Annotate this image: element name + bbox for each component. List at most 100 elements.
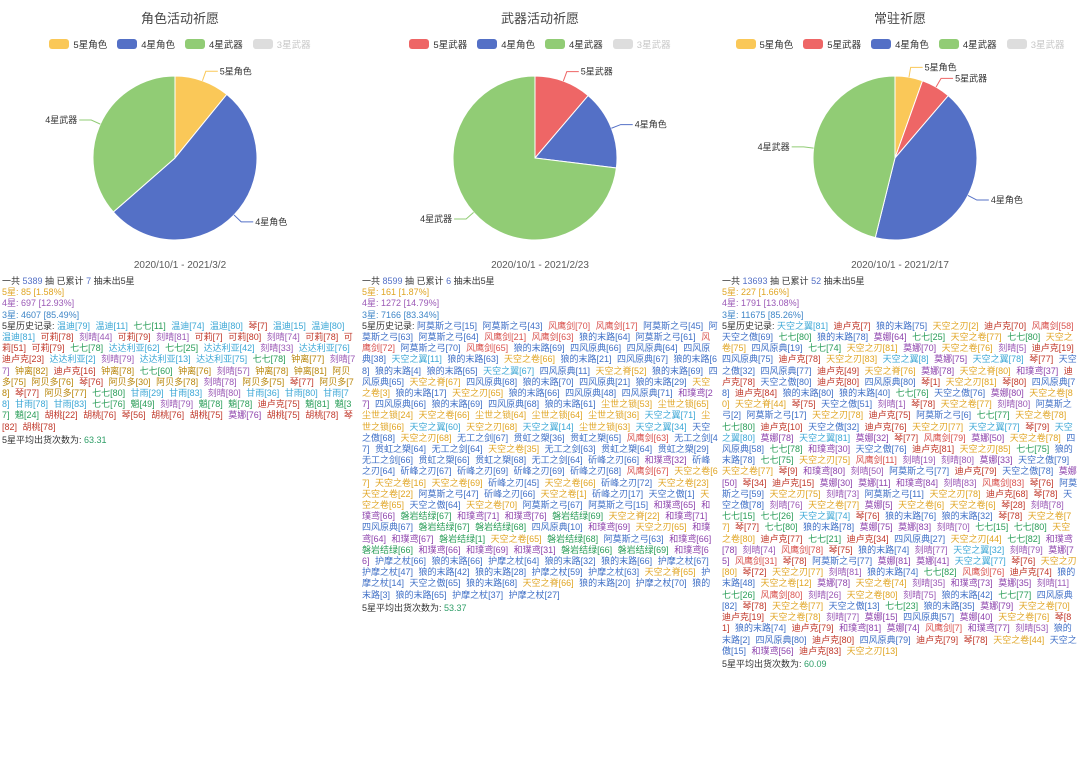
history-item: 天空之卷[70] (1018, 600, 1070, 611)
history-item: 天空之卷[77] (722, 466, 774, 477)
history-item: 四风原典[66] (375, 399, 427, 410)
history-item: 天空之卷[76] (998, 612, 1050, 623)
history-item: 迪卢克[80] (812, 634, 855, 645)
history-item: 迪卢克[10] (760, 421, 803, 432)
history-item: 迪卢克[34] (846, 533, 889, 544)
legend-item[interactable]: 3星武器 (612, 37, 671, 51)
legend-item[interactable]: 5星武器 (803, 37, 861, 51)
history-item: 刻晴[78] (203, 376, 237, 387)
history-item: 天空之刃[80] (722, 556, 1077, 578)
history-item: 七七[82] (923, 567, 957, 578)
history-item: 刻晴[79] (160, 399, 194, 410)
history-item: 和璞鸢[66] (362, 500, 711, 522)
history-item: 护摩之杖[66] (375, 556, 427, 567)
history-item: 刻晴[5] (998, 343, 1027, 354)
history-item: 琴[76] (1029, 477, 1054, 488)
stat-label: 4星: (2, 298, 22, 309)
history-item: 天空之卷[78] (1009, 432, 1061, 443)
stat-pct: [83.34%] (403, 309, 440, 320)
legend-label: 4星角色 (141, 40, 175, 51)
history-item: 磐岩结绿[67] (418, 522, 470, 533)
pie-label: 4星角色 (635, 119, 667, 130)
history-item: 莫娜[80] (990, 388, 1024, 399)
average-label: 5星平均出货次数为: (722, 658, 805, 669)
history-item: 狼的末路[75] (876, 320, 928, 331)
pie-slice[interactable] (92, 75, 176, 213)
history-item: 琴[75] (828, 544, 853, 555)
stat-label: 5星: (362, 287, 382, 298)
summary-mid: 抽 已累计 (42, 276, 87, 286)
legend-item[interactable]: 3星武器 (252, 37, 311, 51)
history-item: 尘世之锁[65] (657, 399, 709, 410)
average-value: 63.31 (84, 434, 107, 445)
history-item: 阿贝多[76] (31, 376, 74, 387)
history-item: 七七[77] (998, 589, 1032, 600)
history-item: 斫峰之刃[68] (570, 466, 622, 477)
legend-item[interactable]: 3星武器 (1006, 37, 1064, 51)
history-item: 迪卢克[75] (257, 399, 300, 410)
pie-slice[interactable] (452, 75, 617, 241)
legend-item[interactable]: 4星武器 (185, 37, 243, 51)
history-item: 迪卢克[74] (1009, 567, 1052, 578)
legend-item[interactable]: 4星武器 (545, 37, 603, 51)
legend-item[interactable]: 4星武器 (938, 37, 997, 51)
history-item: 魈[78] (228, 399, 253, 410)
stat-pct: [85.26%] (767, 309, 804, 320)
history-item: 迪卢克[78] (722, 365, 1073, 387)
pie-label-line (908, 66, 923, 78)
legend-item[interactable]: 4星角色 (871, 37, 929, 51)
history-item: 天空之刃[77] (772, 567, 824, 578)
history-item: 天空之翼[32] (953, 544, 1005, 555)
history-item: 琴[77] (15, 388, 40, 399)
average-label: 5星平均出货次数为: (362, 602, 445, 613)
history-item: 可莉[80] (228, 332, 262, 343)
history-item: 四风原典[48] (565, 388, 617, 399)
pie-label-line (967, 195, 989, 201)
history-item: 天空之卷[77] (808, 500, 860, 511)
history-item: 莫娜[74] (886, 623, 920, 634)
history-item: 琴[75] (791, 399, 816, 410)
history-item: 四风原典[67] (362, 522, 414, 533)
history-item: 狼的末路[42] (418, 567, 470, 578)
history-item: 天空之卷[76] (941, 343, 993, 354)
history-item: 狼的末路[64] (579, 332, 631, 343)
history-item: 护摩之杖[27] (508, 589, 560, 600)
five-star-history: 5星历史记录: 温迪[79] 温迪[11] 七七[11] 温迪[74] 温迪[8… (2, 321, 358, 433)
history-item: 和璞鸢[71] (457, 511, 500, 522)
history-item: 狼的末路[29] (635, 376, 687, 387)
history-item: 风鹰剑[72] (362, 332, 711, 354)
history-item: 天空之刃[81] (945, 376, 997, 387)
history-item: 迪卢克[81] (912, 444, 955, 455)
history-item: 天空之卷[66] (544, 477, 596, 488)
stat-count: 161 (381, 287, 397, 298)
history-item: 钟离[77] (291, 354, 325, 365)
average-value: 60.09 (804, 658, 827, 669)
history-item: 四风原典[68] (488, 399, 540, 410)
history-item: 莫娜[50] (971, 432, 1005, 443)
history-item: 温迪[81] (2, 332, 36, 343)
legend-item[interactable]: 4星角色 (477, 37, 535, 51)
history-item: 迪卢克[76] (864, 421, 907, 432)
history-item: 迪卢克[15] (772, 477, 815, 488)
history-item: 七七[21] (808, 533, 842, 544)
history-item: 天空之刃[65] (635, 522, 687, 533)
history-item: 风鹰剑[65] (466, 343, 509, 354)
history-item: 七七[80] (722, 421, 756, 432)
history-item: 刻晴[79] (101, 354, 135, 365)
gacha-panel: 武器活动祈愿 5星武器 4星角色 4星武器 3星武器 5星武器 4星角色 4星武器 202… (360, 0, 720, 777)
history-item: 和璞鸢[67] (391, 533, 434, 544)
history-item: 刻晴[50] (850, 466, 884, 477)
history-item: 和璞鸢[64] (362, 522, 711, 544)
history-item: 天空之傲[65] (409, 578, 461, 589)
rarity-stats: 5星: 85 [1.58%] 4星: 697 [12.93%] 3星: 4607 [… (2, 287, 358, 321)
pie-slice[interactable] (534, 94, 618, 169)
history-item: 斫峰之刃[17] (592, 488, 644, 499)
legend-item[interactable]: 5星角色 (49, 37, 107, 51)
legend-item[interactable]: 4星角色 (117, 37, 175, 51)
pull-info: 一共 8599 抽 已累计 6 抽未出5星 5星: 161 [1.87%] 4星:… (362, 276, 718, 614)
legend-item[interactable]: 5星武器 (409, 37, 467, 51)
legend-item[interactable]: 5星角色 (735, 37, 793, 51)
history-item: 四风原典[71] (621, 388, 673, 399)
history-item: 和璞鸢[66] (362, 544, 709, 567)
pie-chart: 5星武器 4星角色 4星武器 (420, 66, 667, 241)
